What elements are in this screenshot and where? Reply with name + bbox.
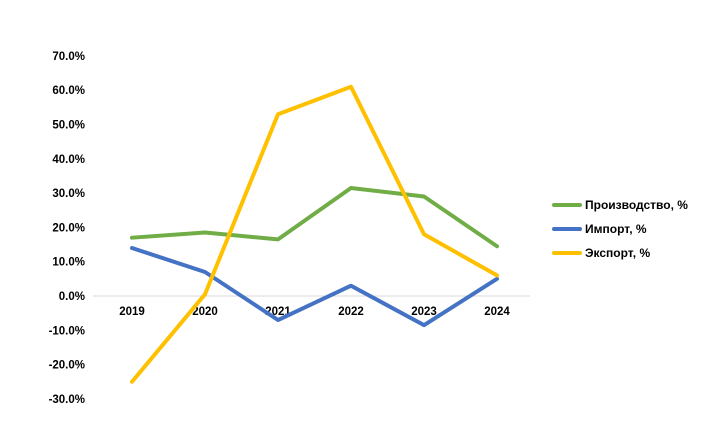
y-axis-tick-label: 30.0% <box>52 188 85 200</box>
x-axis-tick-label: 2024 <box>484 306 510 318</box>
x-axis-tick-label: 2020 <box>192 306 218 318</box>
y-axis-tick-label: 40.0% <box>52 154 85 166</box>
series-line-1 <box>130 245 499 328</box>
import-line-swatch <box>552 226 582 231</box>
y-axis-tick-label: 20.0% <box>52 222 85 234</box>
series-line-0 <box>130 185 499 249</box>
y-axis-tick-label: 0.0% <box>59 291 85 303</box>
y-axis-tick-label: 50.0% <box>52 120 85 132</box>
legend-label-import: Импорт, % <box>585 221 647 236</box>
production-line-swatch <box>552 202 582 207</box>
x-axis-tick-label: 2019 <box>119 306 145 318</box>
legend-item-import: Импорт, % <box>552 221 688 236</box>
chart-legend: Производство, % Импорт, % Экспорт, % <box>552 197 688 260</box>
x-axis-tick-label: 2022 <box>338 306 364 318</box>
y-axis-tick-label: -30.0% <box>49 394 85 406</box>
series-line-2 <box>130 84 499 384</box>
y-axis-tick-label: -10.0% <box>49 325 85 337</box>
legend-label-production: Производство, % <box>585 197 688 212</box>
legend-item-export: Экспорт, % <box>552 245 688 260</box>
export-line-swatch <box>552 250 582 255</box>
legend-item-production: Производство, % <box>552 197 688 212</box>
x-axis-tick-label: 2023 <box>411 306 437 318</box>
y-axis-tick-label: 60.0% <box>52 85 85 97</box>
legend-label-export: Экспорт, % <box>585 245 651 260</box>
y-axis-tick-label: 10.0% <box>52 257 85 269</box>
y-axis-tick-label: 70.0% <box>52 51 85 63</box>
y-axis-tick-label: -20.0% <box>49 360 85 372</box>
